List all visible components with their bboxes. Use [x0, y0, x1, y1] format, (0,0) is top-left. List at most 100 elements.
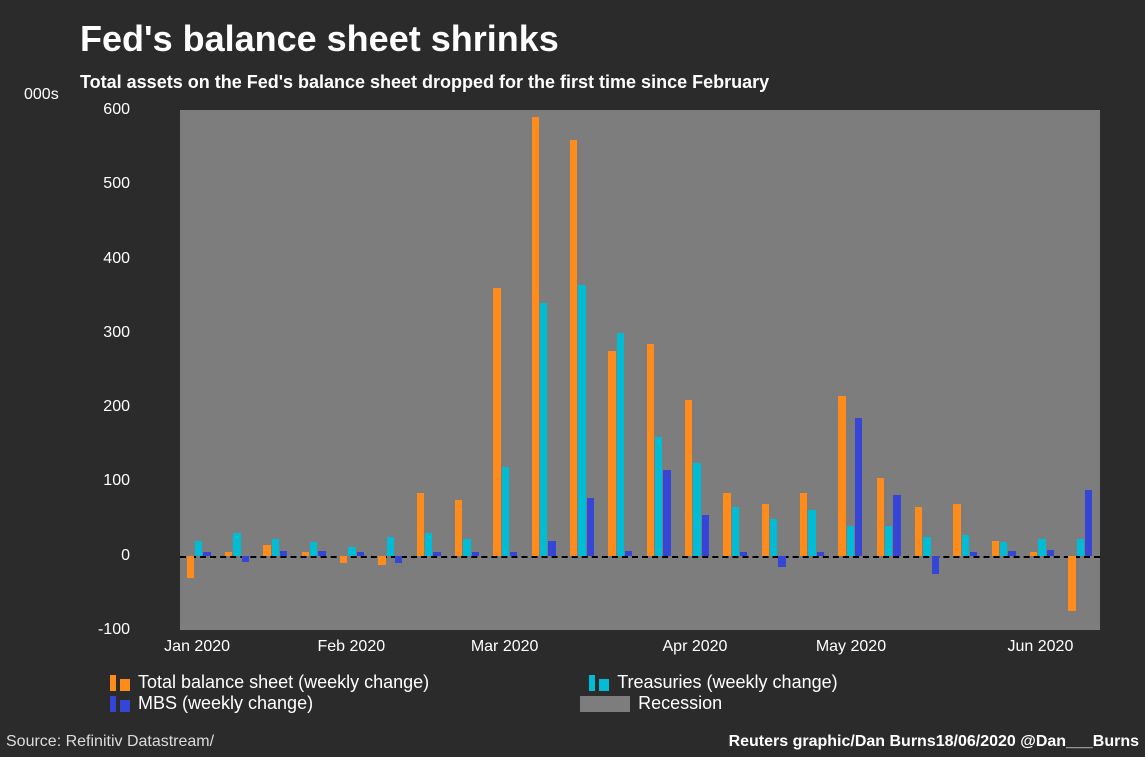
bar-total — [723, 493, 730, 556]
bar-treasuries — [808, 510, 815, 556]
bar-mbs — [893, 495, 900, 556]
bar-mbs — [855, 418, 862, 555]
legend-swatch-mbs — [110, 696, 130, 712]
bar-treasuries — [387, 537, 394, 556]
bar-total — [915, 507, 922, 555]
bar-treasuries — [540, 303, 547, 556]
bar-treasuries — [425, 533, 432, 555]
bar-treasuries — [962, 535, 969, 556]
bar-treasuries — [233, 533, 240, 555]
bar-total — [263, 545, 270, 556]
legend-item-treasuries: Treasuries (weekly change) — [589, 672, 837, 693]
bar-total — [570, 140, 577, 556]
bar-mbs — [740, 552, 747, 556]
x-tick-label: May 2020 — [816, 638, 886, 656]
bar-treasuries — [1077, 539, 1084, 555]
bar-mbs — [357, 552, 364, 556]
bar-mbs — [970, 552, 977, 556]
bar-treasuries — [617, 333, 624, 556]
bar-treasuries — [885, 526, 892, 556]
legend-item-recession: Recession — [580, 693, 722, 714]
bar-treasuries — [1000, 542, 1007, 555]
plot-area — [180, 110, 1100, 630]
bar-total — [225, 552, 232, 556]
bar-mbs — [587, 498, 594, 556]
bar-mbs — [663, 470, 670, 555]
bar-treasuries — [195, 541, 202, 556]
footer-source: Source: Refinitiv Datastream/ — [6, 733, 214, 751]
bar-mbs — [472, 552, 479, 556]
bar-treasuries — [655, 437, 662, 556]
legend-label-recession: Recession — [638, 693, 722, 714]
legend-swatch-recession — [580, 696, 630, 712]
x-tick-label: Feb 2020 — [318, 638, 386, 656]
bar-treasuries — [348, 547, 355, 556]
bar-treasuries — [502, 467, 509, 556]
legend-swatch-treasuries — [589, 675, 609, 691]
bar-treasuries — [578, 285, 585, 556]
x-axis-labels: Jan 2020Feb 2020Mar 2020Apr 2020May 2020… — [180, 638, 1100, 662]
bar-total — [455, 500, 462, 556]
bar-mbs — [548, 541, 555, 556]
legend-swatch-total — [110, 675, 130, 691]
y-tick-label: 200 — [70, 398, 130, 416]
bar-treasuries — [923, 537, 930, 556]
bar-treasuries — [272, 539, 279, 555]
chart-container: Fed's balance sheet shrinks Total assets… — [0, 0, 1145, 757]
legend-item-mbs: MBS (weekly change) — [110, 693, 313, 714]
legend-item-total: Total balance sheet (weekly change) — [110, 672, 429, 693]
legend-label-total: Total balance sheet (weekly change) — [138, 672, 429, 693]
y-tick-label: 300 — [70, 324, 130, 342]
bar-mbs — [510, 552, 517, 556]
bar-mbs — [1047, 550, 1054, 556]
bar-total — [838, 396, 845, 556]
bar-total — [608, 351, 615, 555]
bar-total — [493, 288, 500, 555]
bar-total — [417, 493, 424, 556]
bar-treasuries — [732, 507, 739, 555]
bar-treasuries — [310, 542, 317, 555]
x-tick-label: Jan 2020 — [164, 638, 230, 656]
y-tick-label: 0 — [70, 547, 130, 565]
bar-total — [953, 504, 960, 556]
bar-total — [187, 556, 194, 578]
y-tick-label: 100 — [70, 472, 130, 490]
bar-total — [877, 478, 884, 556]
y-tick-label: -100 — [70, 621, 130, 639]
x-tick-label: Mar 2020 — [471, 638, 539, 656]
bar-total — [378, 556, 385, 565]
x-tick-label: Jun 2020 — [1008, 638, 1074, 656]
bar-total — [302, 552, 309, 556]
x-tick-label: Apr 2020 — [663, 638, 728, 656]
legend: Total balance sheet (weekly change) Trea… — [110, 672, 1090, 720]
bar-mbs — [318, 551, 325, 555]
y-tick-label: 400 — [70, 250, 130, 268]
bar-mbs — [395, 556, 402, 563]
bar-treasuries — [847, 526, 854, 556]
bar-total — [647, 344, 654, 556]
footer-credit: Reuters graphic/Dan Burns18/06/2020 @Dan… — [729, 733, 1139, 751]
y-tick-label: 500 — [70, 175, 130, 193]
bar-total — [1068, 556, 1075, 612]
bar-treasuries — [770, 519, 777, 556]
y-axis-labels: -1000100200300400500600 — [70, 110, 130, 630]
bar-treasuries — [1038, 539, 1045, 555]
legend-label-treasuries: Treasuries (weekly change) — [617, 672, 837, 693]
bar-mbs — [778, 556, 785, 567]
bar-total — [532, 117, 539, 555]
bar-mbs — [280, 551, 287, 555]
legend-label-mbs: MBS (weekly change) — [138, 693, 313, 714]
chart-subtitle: Total assets on the Fed's balance sheet … — [80, 72, 769, 93]
bar-total — [685, 400, 692, 556]
bar-mbs — [433, 552, 440, 556]
bar-mbs — [242, 556, 249, 562]
bar-treasuries — [693, 463, 700, 556]
bar-total — [1030, 552, 1037, 556]
bar-mbs — [1085, 490, 1092, 555]
y-axis-unit: 000s — [24, 86, 59, 104]
bar-mbs — [817, 552, 824, 556]
bar-total — [800, 493, 807, 556]
bar-mbs — [1008, 551, 1015, 555]
bar-treasuries — [463, 539, 470, 555]
bar-total — [992, 541, 999, 556]
